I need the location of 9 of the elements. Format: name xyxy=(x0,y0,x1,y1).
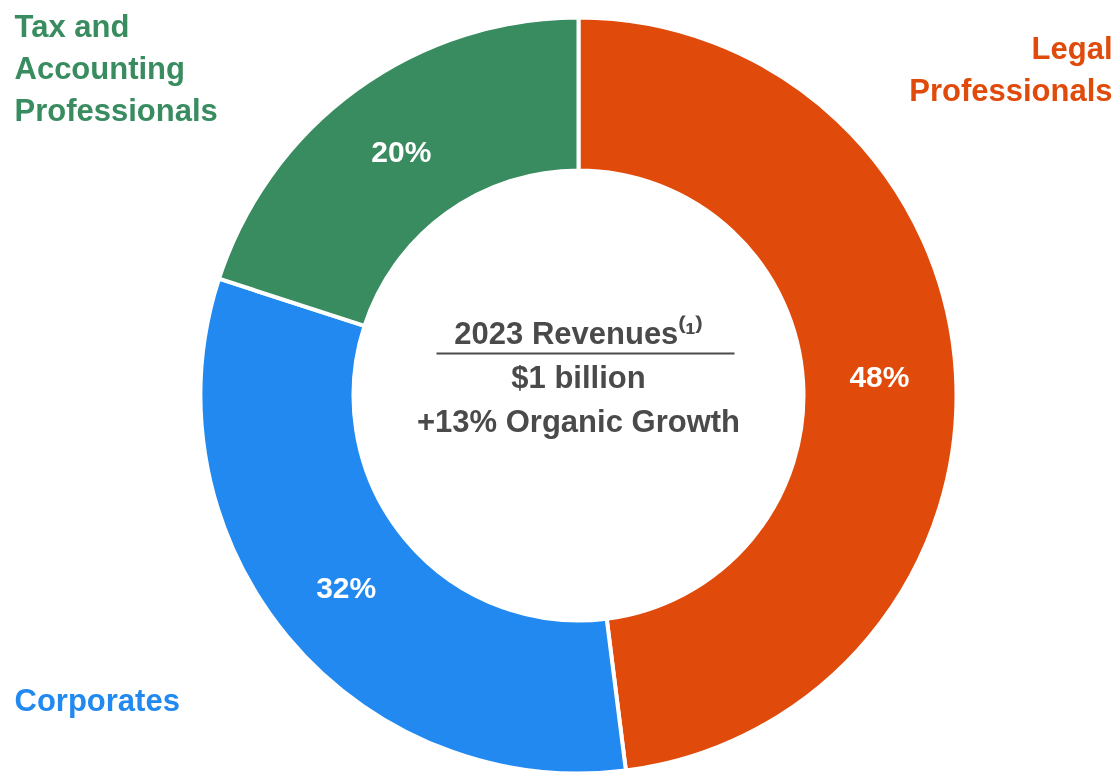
text: 2023 Revenues⁽¹⁾ xyxy=(454,315,703,351)
data-label: 32% xyxy=(316,571,377,605)
data-label: 20% xyxy=(371,135,432,169)
data-label: 48% xyxy=(849,360,910,394)
slice-label: Corporates xyxy=(14,683,180,718)
slice-label: Legal Professionals xyxy=(909,30,1113,108)
slice-label: Tax and Accounting Professionals xyxy=(14,8,218,128)
text: +13% Organic Growth xyxy=(417,404,741,439)
text: $1 billion xyxy=(511,360,646,395)
